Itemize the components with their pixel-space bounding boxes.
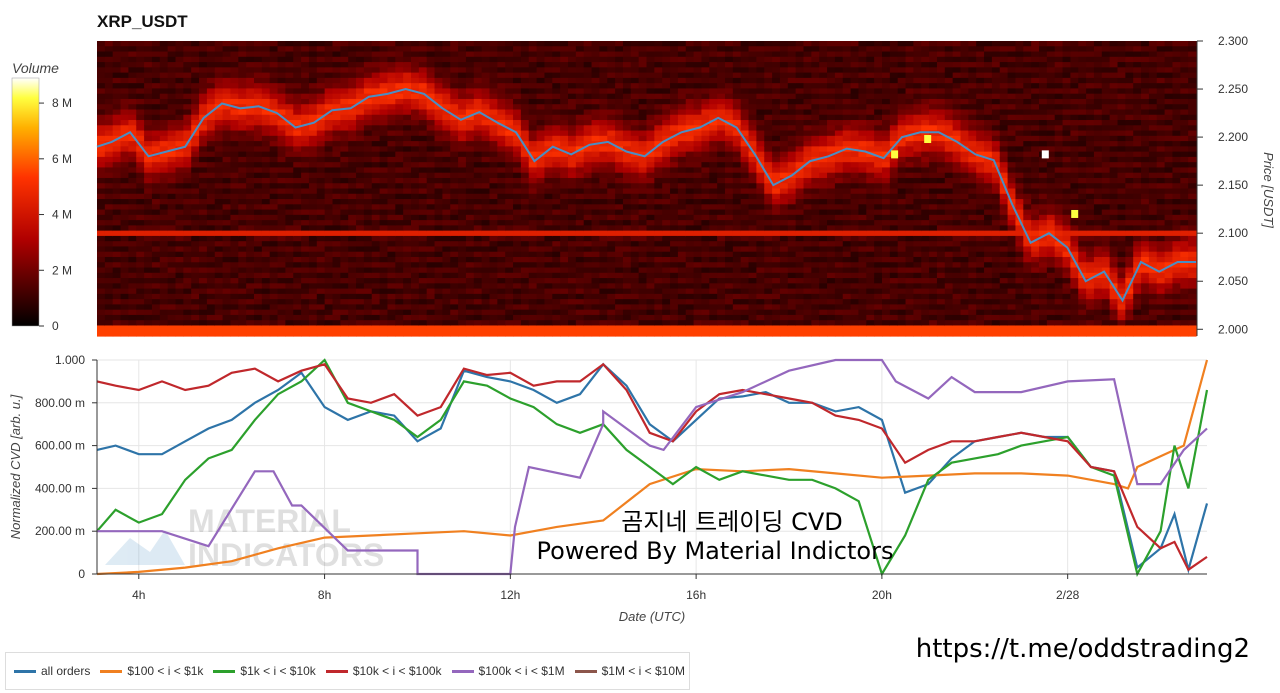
price-axis-title: Price [USDT] (1261, 152, 1276, 228)
legend-item-4[interactable]: $100k < i < $1M (451, 664, 565, 678)
legend-swatch (100, 669, 123, 673)
price-tick-label: 2.250 (1218, 82, 1248, 96)
chart-title: XRP_USDT (97, 12, 188, 31)
price-tick-label: 2.300 (1218, 34, 1248, 48)
colorbar-tick-label: 4 M (52, 208, 72, 222)
material-indicators-watermark: MATERIAL INDICATORS (105, 503, 384, 573)
cvd-x-tick-label: 20h (872, 588, 892, 602)
cvd-x-tick-label: 8h (318, 588, 331, 602)
legend-label: $10k < i < $100k (352, 664, 442, 678)
cvd-y-tick-label: 200.00 m (35, 524, 85, 538)
cvd-x-tick-label: 16h (686, 588, 706, 602)
telegram-url[interactable]: https://t.me/oddstrading2 (915, 634, 1250, 664)
cvd-x-tick-label: 12h (500, 588, 520, 602)
cvd-y-tick-label: 600.00 m (35, 439, 85, 453)
watermark-text-2: INDICATORS (188, 537, 384, 573)
legend-item-1[interactable]: $100 < i < $1k (100, 664, 203, 678)
legend-swatch (451, 669, 474, 673)
cvd-y-tick-label: 800.00 m (35, 396, 85, 410)
cvd-series-4 (97, 358, 1208, 576)
colorbar-tick-label: 0 (52, 319, 59, 333)
volume-highlight-cell (924, 135, 932, 144)
cvd-y-tick-label: 1.000 (55, 353, 85, 367)
colorbar-tick-label: 6 M (52, 152, 72, 166)
legend-label: $100 < i < $1k (127, 664, 204, 678)
cvd-series-2 (96, 358, 1209, 578)
legend-item-5[interactable]: $1M < i < $10M (574, 664, 685, 678)
heatmap-highlights (891, 135, 1079, 218)
cvd-y-axis: 1.000 800.00 m 600.00 m 400.00 m 200.00 m 0 (35, 353, 98, 581)
legend-item-3[interactable]: $10k < i < $100k (325, 664, 442, 678)
chart-legend: all orders $100 < i < $1k $1k < i < $10k $1… (5, 652, 690, 690)
legend-swatch (325, 669, 348, 673)
price-axis: 2.300 2.250 2.200 2.150 2.100 2.050 2.000 (1196, 34, 1248, 336)
annotation-subtitle: Powered By Material Indictors (537, 537, 894, 565)
legend-item-0[interactable]: all orders (14, 664, 90, 678)
price-tick-label: 2.200 (1218, 130, 1248, 144)
cvd-x-tick-label: 4h (132, 588, 145, 602)
cvd-series-3 (96, 362, 1208, 572)
cvd-y-axis-title: Normalized CVD [arb. u.] (8, 394, 23, 539)
legend-label: $1k < i < $10k (240, 664, 316, 678)
legend-swatch (574, 669, 597, 673)
cvd-x-axis: 4h 8h 12h 16h 20h 2/28 (97, 573, 1207, 602)
price-tick-label: 2.150 (1218, 178, 1248, 192)
colorbar-title: Volume (12, 60, 59, 76)
colorbar-tick-label: 2 M (52, 263, 72, 277)
colorbar-ticks: 8 M 6 M 4 M 2 M 0 (39, 96, 72, 333)
price-tick-label: 2.100 (1218, 226, 1248, 240)
legend-swatch (213, 669, 236, 673)
colorbar-gradient (11, 77, 40, 327)
volume-highlight-cell (891, 150, 899, 159)
colorbar-tick-label: 8 M (52, 96, 72, 110)
legend-label: $1M < i < $10M (601, 664, 685, 678)
legend-item-2[interactable]: $1k < i < $10k (213, 664, 316, 678)
cvd-y-tick-label: 0 (78, 567, 85, 581)
price-tick-label: 2.050 (1218, 274, 1248, 288)
watermark-text-1: MATERIAL (188, 503, 351, 539)
heatmap-cells (97, 41, 1197, 337)
legend-label: $100k < i < $1M (478, 664, 565, 678)
legend-swatch (14, 669, 36, 673)
cvd-x-tick-label: 2/28 (1056, 588, 1080, 602)
price-tick-label: 2.000 (1218, 322, 1248, 336)
cvd-series-lines (96, 358, 1209, 578)
price-line (96, 87, 1196, 303)
heatmap-panel: 2.300 2.250 2.200 2.150 2.100 2.050 2.000 Pric… (96, 34, 1276, 337)
cvd-y-tick-label: 400.00 m (35, 481, 85, 495)
volume-highlight-cell (1041, 150, 1049, 159)
cvd-panel: MATERIAL INDICATORS 1.000 800.00 m 600.00 … (8, 353, 1209, 624)
cvd-x-axis-title: Date (UTC) (619, 609, 685, 624)
annotation-title: 곰지네 트레이딩 CVD (621, 508, 842, 536)
chart-canvas: 2.300 2.250 2.200 2.150 2.100 2.050 2.000 Pric… (8, 34, 1276, 624)
legend-label: all orders (41, 664, 91, 678)
volume-highlight-cell (1071, 209, 1079, 218)
volume-colorbar: Volume 8 M 6 M 4 M 2 M 0 (11, 60, 72, 333)
